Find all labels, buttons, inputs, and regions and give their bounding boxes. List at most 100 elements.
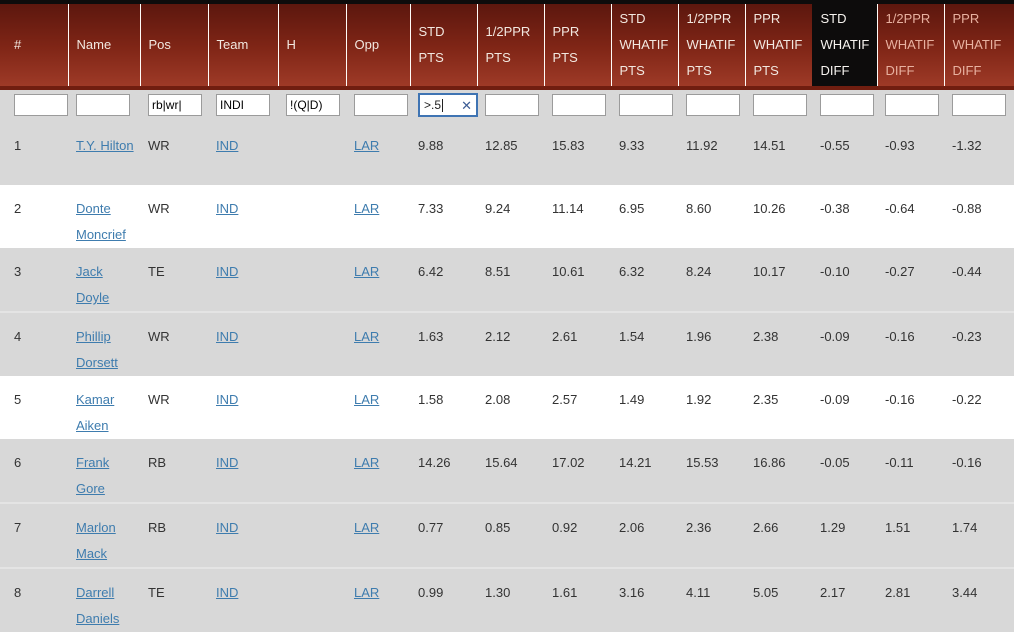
stat-value-1-cell: 0.85	[477, 502, 544, 568]
team-link[interactable]: IND	[216, 392, 239, 407]
player-name-link[interactable]: Marlon Mack	[76, 520, 116, 561]
stat-value-5-cell: 16.86	[745, 439, 812, 503]
column-header-h[interactable]: H	[277, 0, 346, 90]
filter-cell-opp	[346, 88, 410, 122]
player-row: 2 Donte Moncrief WR IND LAR 7.33 9.24 11.14 6.95…	[0, 185, 1014, 248]
player-name-link[interactable]: Frank Gore	[76, 455, 110, 496]
player-name-link[interactable]: T.Y. Hilton	[76, 138, 134, 153]
filter-input-std-whatif-pts[interactable]	[619, 94, 673, 116]
filter-input-num[interactable]	[14, 94, 68, 116]
opponent-link[interactable]: LAR	[354, 264, 380, 279]
player-name-link[interactable]: Phillip Dorsett	[76, 329, 118, 370]
home-away-cell	[278, 248, 346, 312]
column-header-ppr-whatif-pts[interactable]: PPR WHATIF PTS	[744, 0, 812, 90]
home-away-cell	[278, 439, 346, 503]
filter-input-pos[interactable]	[148, 94, 202, 116]
column-header-1-2ppr-whatif-pts[interactable]: 1/2PPR WHATIF PTS	[677, 0, 745, 90]
position-cell: WR	[140, 311, 208, 376]
filter-input-opp[interactable]	[354, 94, 408, 116]
team-cell: IND	[208, 311, 278, 376]
stat-value-2-cell: 2.61	[544, 311, 611, 376]
opponent-cell: LAR	[346, 376, 410, 439]
column-header-1-2ppr-whatif-diff[interactable]: 1/2PPR WHATIF DIFF	[876, 0, 944, 90]
column-header-ppr-pts[interactable]: PPR PTS	[543, 0, 611, 90]
column-header-std-whatif-pts[interactable]: STD WHATIF PTS	[610, 0, 678, 90]
stat-value-1-cell: 15.64	[477, 439, 544, 503]
opponent-link[interactable]: LAR	[354, 201, 380, 216]
filter-input-ppr-whatif-diff[interactable]	[952, 94, 1006, 116]
stat-value-2-cell: 2.57	[544, 376, 611, 439]
player-row: 5 Kamar Aiken WR IND LAR 1.58 2.08 2.57 1.49 1.92…	[0, 376, 1014, 439]
column-header-ppr-whatif-diff[interactable]: PPR WHATIF DIFF	[943, 0, 1014, 90]
column-header-std-whatif-diff[interactable]: STD WHATIF DIFF	[811, 0, 877, 90]
row-number-cell: 1	[0, 122, 68, 185]
team-cell: IND	[208, 376, 278, 439]
team-link[interactable]: IND	[216, 138, 239, 153]
opponent-link[interactable]: LAR	[354, 455, 380, 470]
stat-value-3-cell: 14.21	[611, 439, 678, 503]
player-row: 3 Jack Doyle TE IND LAR 6.42 8.51 10.61 6.32 8.24…	[0, 248, 1014, 312]
opponent-link[interactable]: LAR	[354, 520, 380, 535]
stat-value-6-cell: -0.38	[812, 185, 877, 248]
position-cell: RB	[140, 502, 208, 568]
team-link[interactable]: IND	[216, 201, 239, 216]
filter-input-team[interactable]	[216, 94, 270, 116]
player-name-link[interactable]: Jack Doyle	[76, 264, 110, 305]
column-header-1-2ppr-pts[interactable]: 1/2PPR PTS	[476, 0, 544, 90]
filter-input-ppr-whatif-pts[interactable]	[753, 94, 807, 116]
stat-value-2-cell: 1.61	[544, 567, 611, 632]
stat-value-2-cell: 11.14	[544, 185, 611, 248]
filter-input-1-2ppr-whatif-pts[interactable]	[686, 94, 740, 116]
stat-value-8-cell: -0.44	[944, 248, 1014, 312]
player-row: 1 T.Y. Hilton WR IND LAR 9.88 12.85 15.83 9.33 11…	[0, 122, 1014, 185]
row-number-cell: 6	[0, 439, 68, 503]
filter-input-1-2ppr-whatif-diff[interactable]	[885, 94, 939, 116]
column-header-std-pts[interactable]: STD PTS	[409, 0, 477, 90]
filter-input-name[interactable]	[76, 94, 130, 116]
stat-value-3-cell: 1.49	[611, 376, 678, 439]
column-header-name[interactable]: Name	[67, 0, 140, 90]
opponent-link[interactable]: LAR	[354, 329, 380, 344]
column-header-opp[interactable]: Opp	[345, 0, 410, 90]
stat-value-6-cell: -0.10	[812, 248, 877, 312]
filter-value-text: >.5	[424, 98, 442, 112]
opponent-cell: LAR	[346, 439, 410, 503]
filter-cell-pos	[140, 88, 208, 122]
opponent-link[interactable]: LAR	[354, 392, 380, 407]
stat-value-2-cell: 17.02	[544, 439, 611, 503]
team-link[interactable]: IND	[216, 520, 239, 535]
opponent-cell: LAR	[346, 311, 410, 376]
filter-input-1-2ppr-pts[interactable]	[485, 94, 539, 116]
column-header-num[interactable]: #	[0, 0, 68, 90]
stat-value-7-cell: 1.51	[877, 502, 944, 568]
clear-filter-icon[interactable]: ✕	[461, 97, 472, 113]
column-header-pos[interactable]: Pos	[139, 0, 208, 90]
opponent-cell: LAR	[346, 248, 410, 312]
stat-value-3-cell: 3.16	[611, 567, 678, 632]
stat-value-0-cell: 9.88	[410, 122, 477, 185]
filter-input-ppr-pts[interactable]	[552, 94, 606, 116]
column-header-team[interactable]: Team	[207, 0, 278, 90]
filter-input-std-whatif-diff[interactable]	[820, 94, 874, 116]
opponent-link[interactable]: LAR	[354, 585, 380, 600]
player-name-cell: Darrell Daniels	[68, 567, 140, 632]
team-link[interactable]: IND	[216, 585, 239, 600]
stat-value-4-cell: 2.36	[678, 502, 745, 568]
filter-input-std-pts-focused[interactable]: >.5 ✕	[418, 93, 478, 117]
opponent-cell: LAR	[346, 502, 410, 568]
team-link[interactable]: IND	[216, 329, 239, 344]
position-cell: WR	[140, 376, 208, 439]
player-name-link[interactable]: Darrell Daniels	[76, 585, 120, 626]
player-name-link[interactable]: Kamar Aiken	[76, 392, 115, 433]
stat-value-3-cell: 9.33	[611, 122, 678, 185]
team-link[interactable]: IND	[216, 264, 239, 279]
team-cell: IND	[208, 248, 278, 312]
player-name-link[interactable]: Donte Moncrief	[76, 201, 126, 242]
filter-row: >.5 ✕	[0, 88, 1014, 122]
team-link[interactable]: IND	[216, 455, 239, 470]
stat-value-3-cell: 6.32	[611, 248, 678, 312]
opponent-link[interactable]: LAR	[354, 138, 380, 153]
filter-input-h[interactable]	[286, 94, 340, 116]
stat-value-5-cell: 10.26	[745, 185, 812, 248]
